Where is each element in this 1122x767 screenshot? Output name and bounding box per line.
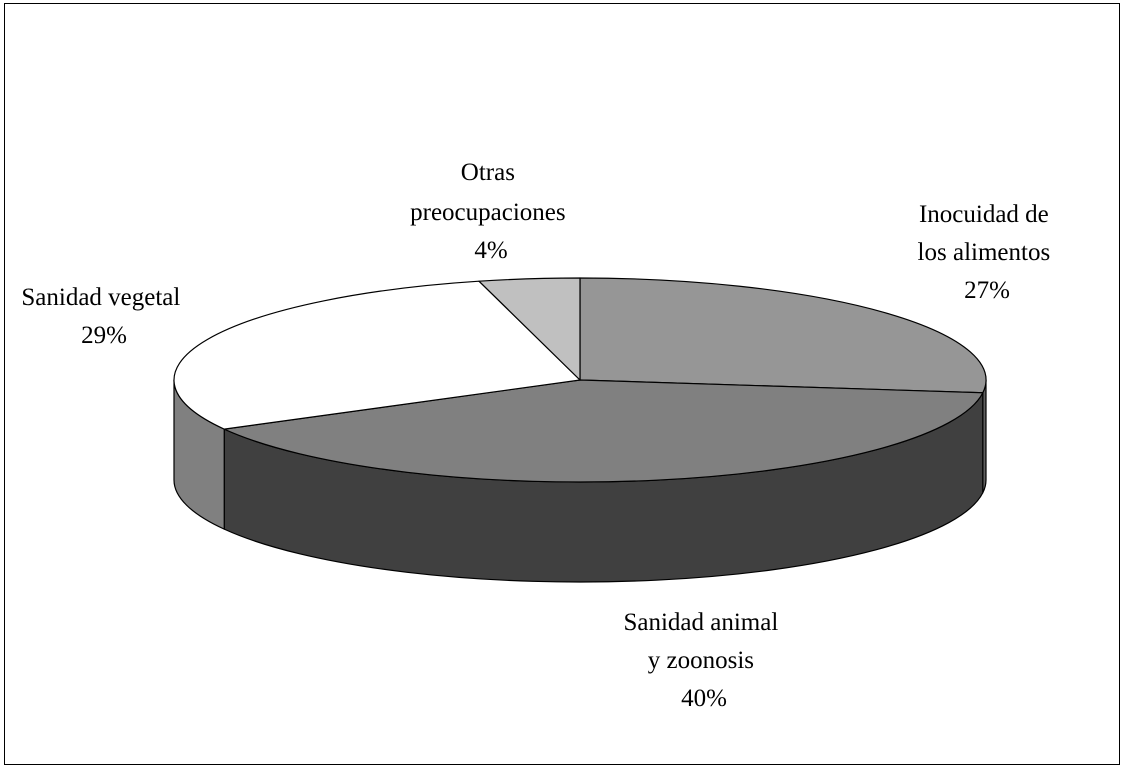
label-sanidad-animal-pct: 40% xyxy=(681,685,727,712)
label-inocuidad: Inocuidad de los alimentos 27% xyxy=(918,201,1057,304)
label-sanidad-animal: Sanidad animal y zoonosis 40% xyxy=(623,609,784,712)
label-sanidad-vegetal-line1: Sanidad vegetal xyxy=(21,284,180,311)
pie-slice-inocuidad xyxy=(579,277,987,394)
label-inocuidad-line2: los alimentos xyxy=(918,239,1051,266)
pie-sides xyxy=(173,379,987,583)
label-sanidad-vegetal: Sanidad vegetal 29% xyxy=(21,284,186,349)
label-sanidad-animal-line2: y zoonosis xyxy=(648,647,754,674)
label-otras-line1: Otras xyxy=(461,159,515,186)
label-otras-line2: preocupaciones xyxy=(410,199,565,226)
pie-slice-otras xyxy=(478,277,581,381)
label-sanidad-animal-line1: Sanidad animal xyxy=(623,609,778,636)
label-otras: Otras preocupaciones 4% xyxy=(410,159,572,264)
pie-slice-sanidad-animal xyxy=(223,379,984,483)
label-otras-pct: 4% xyxy=(474,237,507,264)
label-sanidad-vegetal-pct: 29% xyxy=(81,322,127,349)
pie-top xyxy=(173,277,987,483)
label-inocuidad-line1: Inocuidad de xyxy=(919,201,1049,228)
pie-slice-sanidad-vegetal xyxy=(173,280,581,430)
label-inocuidad-pct: 27% xyxy=(964,277,1010,304)
